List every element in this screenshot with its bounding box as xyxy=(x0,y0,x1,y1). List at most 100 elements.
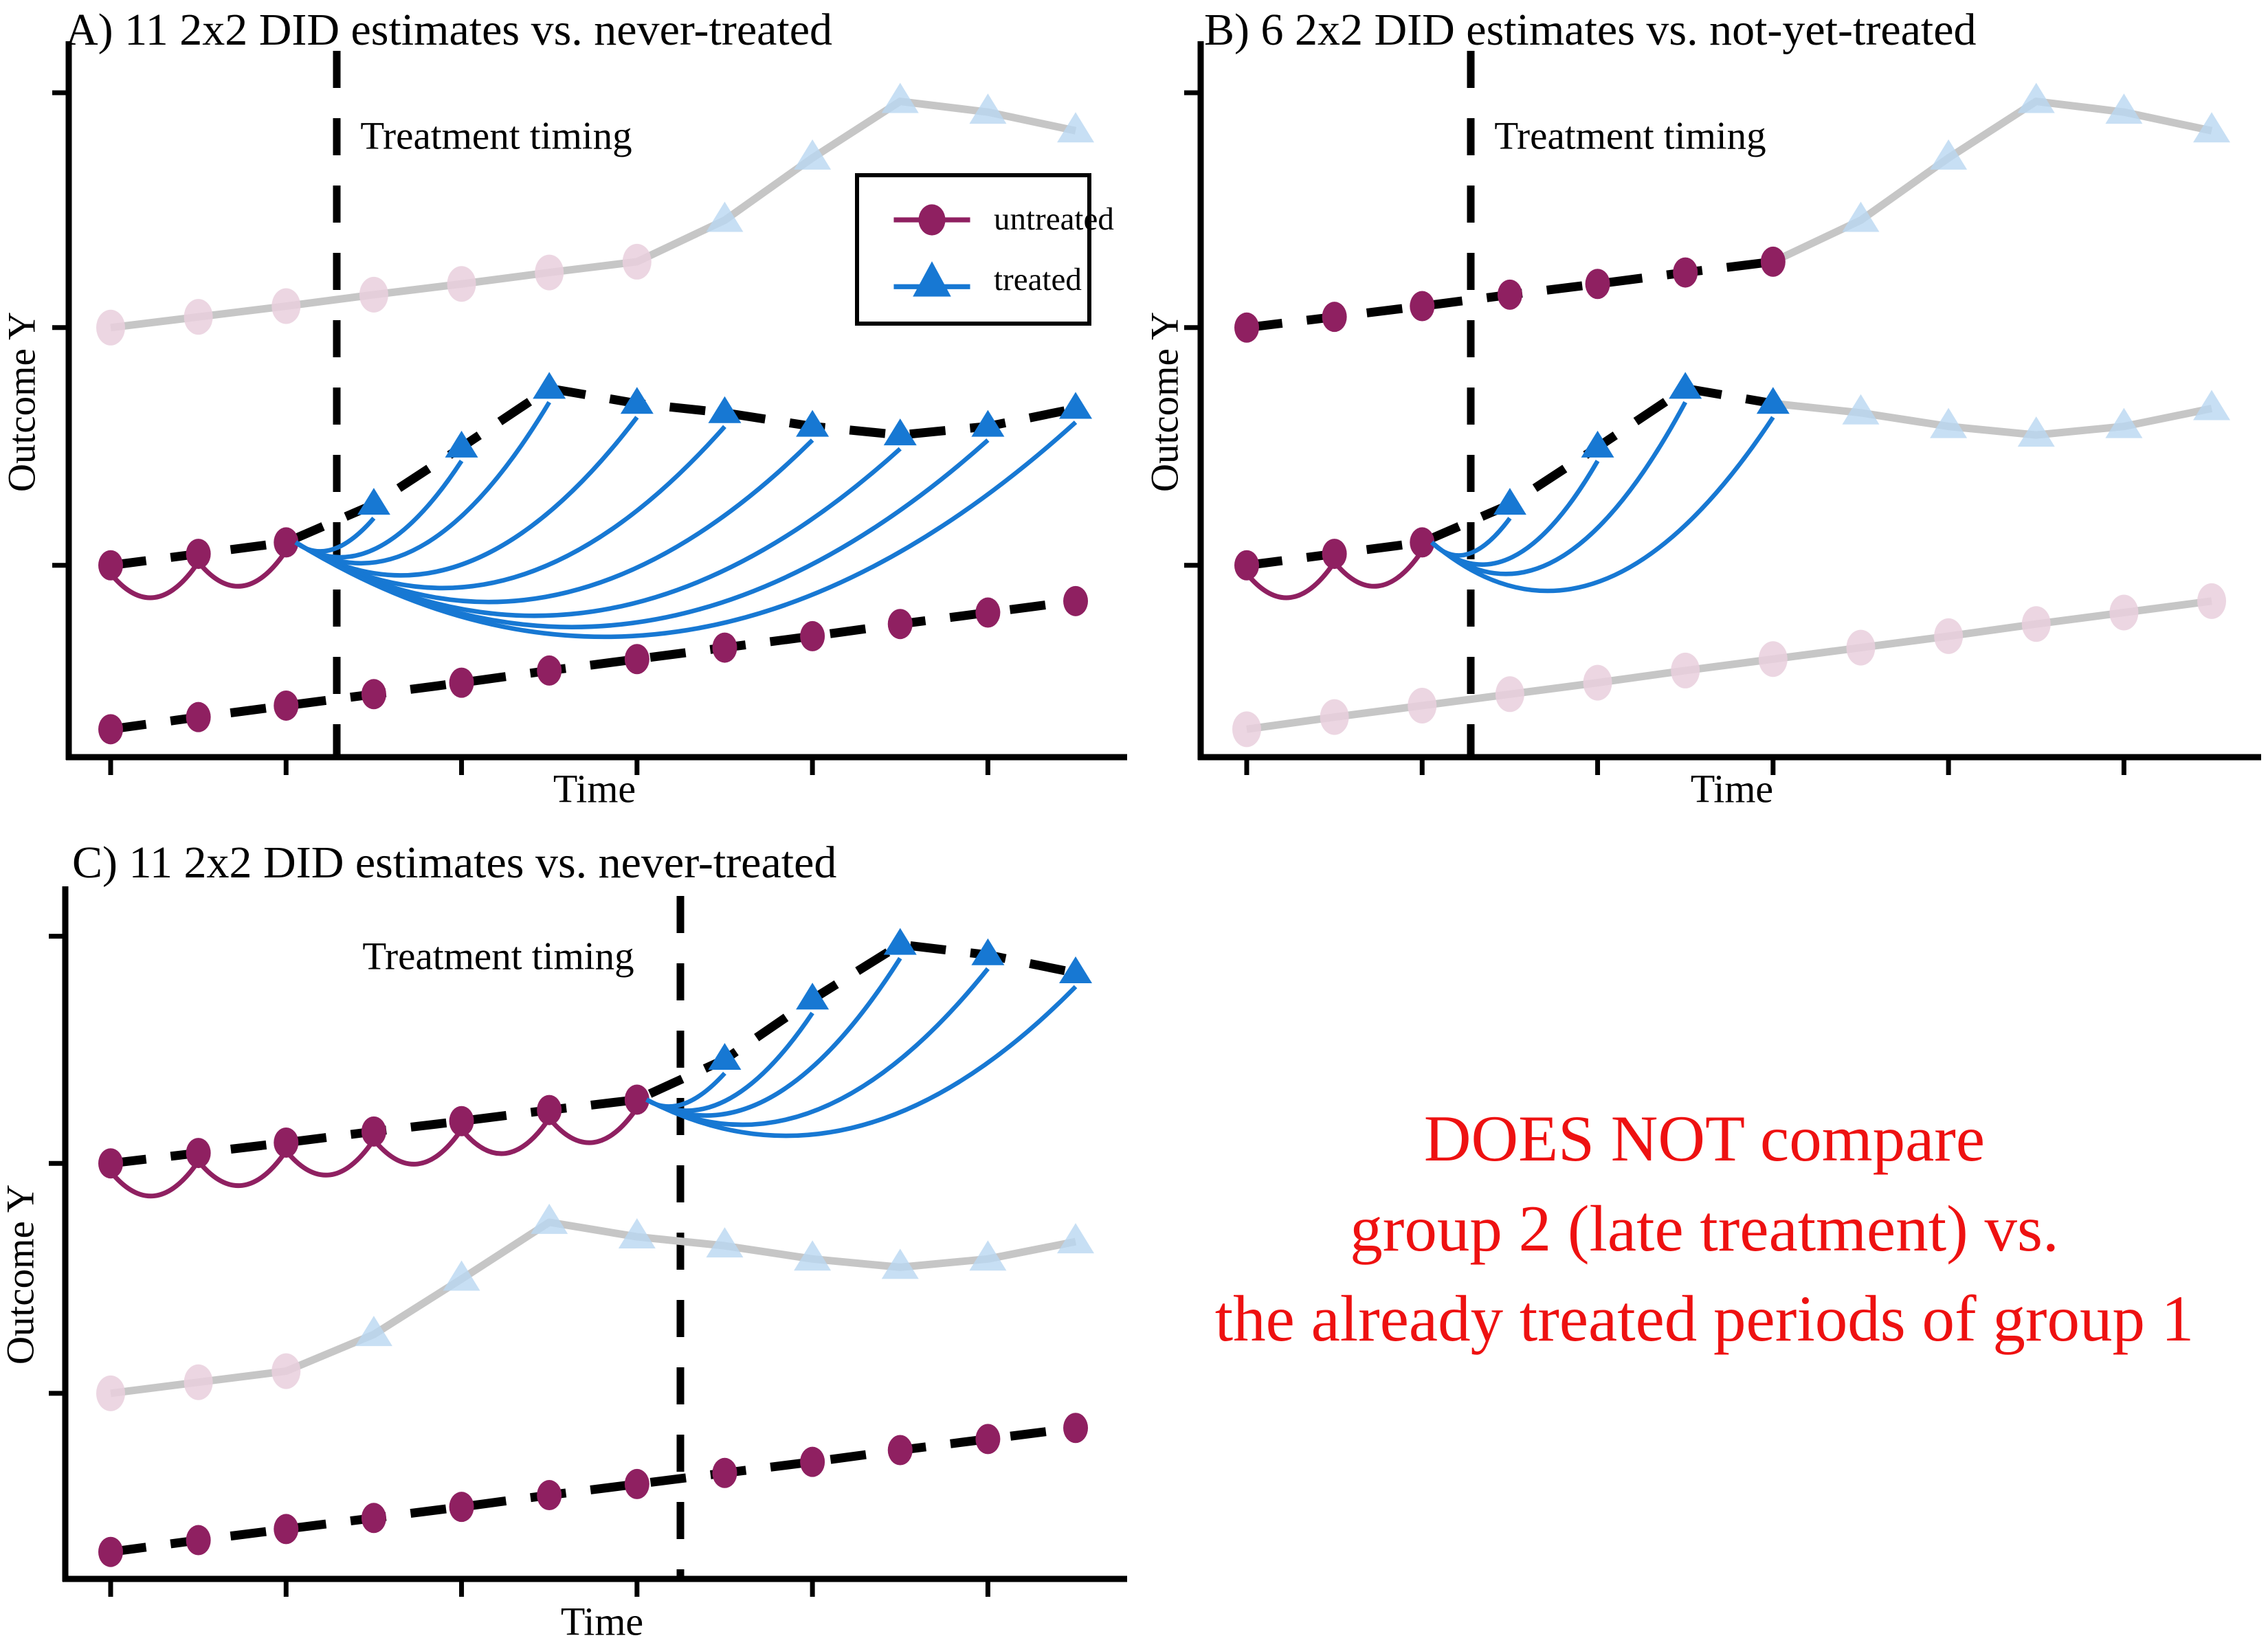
untreated-marker xyxy=(1410,291,1435,322)
did-arc-untreated xyxy=(459,1117,552,1156)
faded-untreated-marker xyxy=(1232,711,1261,748)
untreated-marker xyxy=(537,655,562,686)
untreated-marker xyxy=(98,1148,123,1179)
treated-marker xyxy=(1669,372,1702,399)
faded-untreated-marker xyxy=(447,266,476,302)
warning-note-line-3: the already treated periods of group 1 xyxy=(1214,1282,2194,1356)
faded-untreated-marker xyxy=(271,1353,301,1389)
panel-c-x-axis-label: Time xyxy=(560,1599,644,1644)
faded-treated-marker xyxy=(618,1218,656,1249)
untreated-marker xyxy=(186,1525,211,1556)
series-line xyxy=(110,1423,1076,1557)
untreated-marker xyxy=(98,1536,123,1567)
faded-treated-marker xyxy=(794,1240,832,1271)
panel-c-title: C) 11 2x2 DID estimates vs. never-treate… xyxy=(72,838,837,888)
panel-b-title: B) 6 2x2 DID estimates vs. not-yet-treat… xyxy=(1204,5,1977,55)
faded-treated-marker xyxy=(2105,93,2143,124)
warning-note-line-1: DOES NOT compare xyxy=(1423,1102,1986,1175)
untreated-marker xyxy=(361,679,386,710)
untreated-marker xyxy=(186,702,211,732)
faded-treated-marker xyxy=(355,1316,392,1347)
faded-untreated-marker xyxy=(1671,652,1700,688)
did-arc-treated xyxy=(294,420,1078,640)
treated-marker xyxy=(883,928,917,955)
panel-b xyxy=(1184,41,2261,775)
faded-untreated-marker xyxy=(535,254,564,291)
untreated-marker xyxy=(186,1138,211,1169)
faded-treated-marker xyxy=(1930,139,1968,170)
legend-item-treated: treated xyxy=(888,255,1087,304)
faded-series-line xyxy=(110,1218,1077,1398)
untreated-marker-icon xyxy=(893,204,970,236)
untreated-marker xyxy=(975,597,1001,628)
treated-marker xyxy=(883,418,917,446)
faded-treated-marker xyxy=(2105,407,2143,438)
faded-series-line xyxy=(110,98,1077,332)
panel-b-treatment-timing-label: Treatment timing xyxy=(1494,114,1766,158)
faded-untreated-marker xyxy=(2021,606,2051,642)
legend-label-treated: treated xyxy=(994,262,1082,298)
untreated-marker xyxy=(1673,257,1698,288)
panel-c-y-axis-label: Outcome Y xyxy=(0,1184,43,1365)
faded-untreated-marker xyxy=(96,1375,125,1411)
untreated-marker xyxy=(1234,312,1259,343)
series-line xyxy=(110,383,1077,570)
faded-series-line xyxy=(1246,597,2212,733)
untreated-marker xyxy=(98,714,123,745)
treated-marker xyxy=(796,410,830,437)
panel-c-treatment-timing-label: Treatment timing xyxy=(362,934,634,978)
untreated-marker xyxy=(1063,1413,1089,1444)
faded-treated-marker xyxy=(969,1240,1007,1271)
panel-a-y-axis-label: Outcome Y xyxy=(0,311,44,493)
untreated-marker xyxy=(1322,539,1347,570)
faded-treated-marker xyxy=(1842,201,1880,232)
faded-treated-marker xyxy=(531,1203,568,1234)
did-arc-untreated xyxy=(196,549,289,589)
series-line xyxy=(1246,383,1774,570)
treated-marker xyxy=(357,488,390,515)
treated-marker xyxy=(1756,387,1790,414)
untreated-marker xyxy=(1322,302,1347,333)
treated-marker xyxy=(796,983,830,1010)
faded-untreated-marker xyxy=(184,299,213,335)
untreated-marker xyxy=(537,1095,562,1125)
untreated-marker xyxy=(449,1492,474,1523)
untreated-marker xyxy=(274,690,299,721)
faded-treated-marker xyxy=(1057,1223,1095,1254)
untreated-marker xyxy=(1234,550,1259,581)
treated-marker xyxy=(1059,392,1093,419)
panel-c xyxy=(49,886,1127,1597)
legend: untreated treated xyxy=(855,173,1114,326)
untreated-marker xyxy=(800,620,825,651)
faded-treated-marker xyxy=(1842,394,1880,425)
untreated-marker xyxy=(624,644,649,675)
untreated-marker xyxy=(1063,585,1089,616)
untreated-marker xyxy=(361,1116,386,1147)
did-arc-treated xyxy=(645,985,1078,1138)
faded-series-line xyxy=(1772,399,2213,439)
untreated-marker xyxy=(800,1446,825,1477)
untreated-marker xyxy=(887,609,913,640)
panel-a-title: A) 11 2x2 DID estimates vs. never-treate… xyxy=(65,5,833,55)
untreated-marker xyxy=(537,1480,562,1511)
treated-marker xyxy=(1059,956,1093,983)
treated-marker xyxy=(971,938,1005,965)
faded-untreated-marker xyxy=(622,243,652,280)
faded-untreated-marker xyxy=(2109,594,2139,631)
faded-treated-marker xyxy=(2193,390,2231,420)
panel-b-y-axis-label: Outcome Y xyxy=(1143,311,1187,493)
treated-marker xyxy=(971,410,1005,437)
faded-treated-marker xyxy=(881,1248,919,1279)
untreated-marker xyxy=(975,1424,1001,1455)
did-arc-untreated xyxy=(372,1128,464,1167)
did-arc-untreated xyxy=(547,1106,639,1145)
faded-untreated-marker xyxy=(1846,629,1876,666)
untreated-marker xyxy=(887,1435,913,1466)
did-arc-untreated xyxy=(109,561,201,601)
faded-untreated-marker xyxy=(2197,583,2227,619)
faded-treated-marker xyxy=(1057,112,1095,143)
panel-a xyxy=(52,41,1127,775)
did-arc-untreated xyxy=(1332,549,1425,589)
series-line xyxy=(110,596,1076,734)
